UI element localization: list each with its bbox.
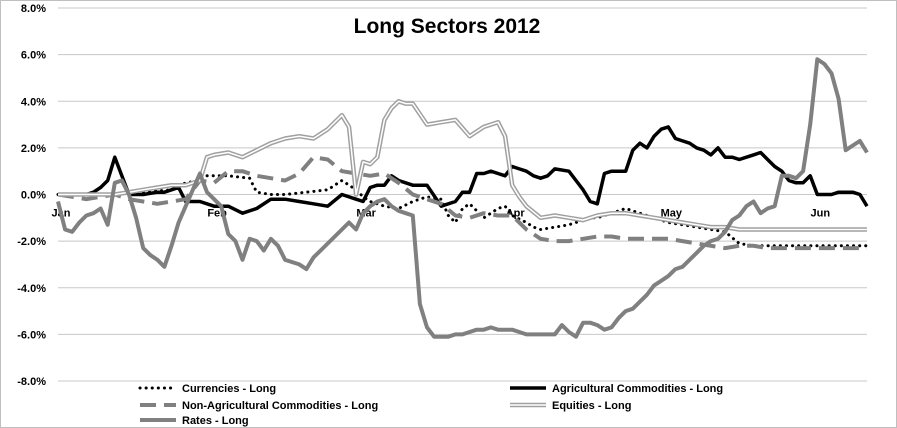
y-tick-label: 0.0% xyxy=(21,190,46,202)
legend-label: Agricultural Commodities - Long xyxy=(552,383,723,395)
x-axis-ticks: Jan Feb Mar Apr May Jun xyxy=(52,208,831,220)
legend-label: Non-Agricultural Commodities - Long xyxy=(182,400,378,412)
legend-label: Rates - Long xyxy=(182,415,249,427)
y-tick-label: 4.0% xyxy=(21,96,46,108)
x-tick-label: Jun xyxy=(811,208,831,220)
y-axis-ticks: 8.0% 6.0% 4.0% 2.0% 0.0% -2.0% -4.0% -6.0% -8.0% xyxy=(17,3,46,388)
y-tick-label: 8.0% xyxy=(21,3,46,15)
series-line-3 xyxy=(57,155,867,251)
legend-label: Currencies - Long xyxy=(182,383,276,395)
y-tick-label: 2.0% xyxy=(21,143,46,155)
y-tick-label: -4.0% xyxy=(17,283,46,295)
gridlines xyxy=(58,7,867,382)
series-line-4-inner xyxy=(58,100,867,231)
y-tick-label: -2.0% xyxy=(17,236,46,248)
y-tick-label: 6.0% xyxy=(21,50,46,62)
x-tick-label: Apr xyxy=(506,208,526,220)
series-lines xyxy=(56,57,869,339)
legend-label: Equities - Long xyxy=(552,400,631,412)
legend: Currencies - Long Agricultural Commoditie… xyxy=(138,383,723,427)
y-tick-label: -8.0% xyxy=(17,376,46,388)
y-tick-label: -6.0% xyxy=(17,329,46,341)
chart-title: Long Sectors 2012 xyxy=(354,15,541,38)
series-line-5 xyxy=(56,57,869,339)
x-tick-label: May xyxy=(661,208,683,220)
